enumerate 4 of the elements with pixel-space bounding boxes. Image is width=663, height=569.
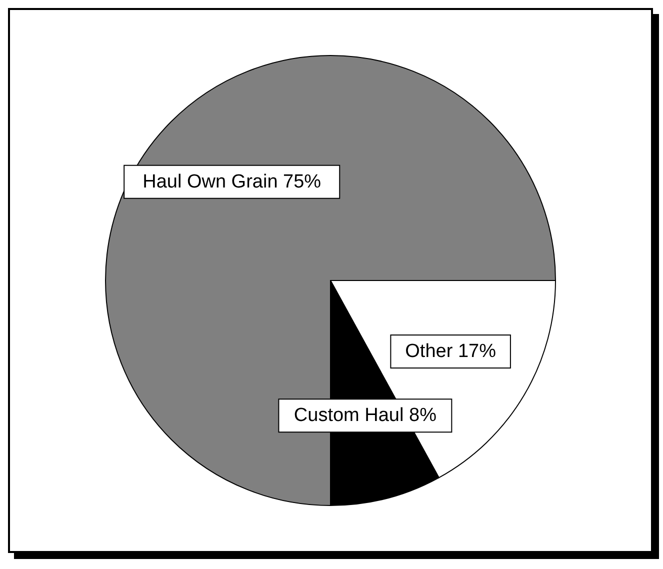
slice-label: Haul Own Grain 75% bbox=[142, 171, 322, 192]
pie-slice bbox=[105, 55, 556, 506]
slice-label: Custom Haul 8% bbox=[294, 405, 437, 426]
slice-label: Other 17% bbox=[405, 341, 496, 362]
